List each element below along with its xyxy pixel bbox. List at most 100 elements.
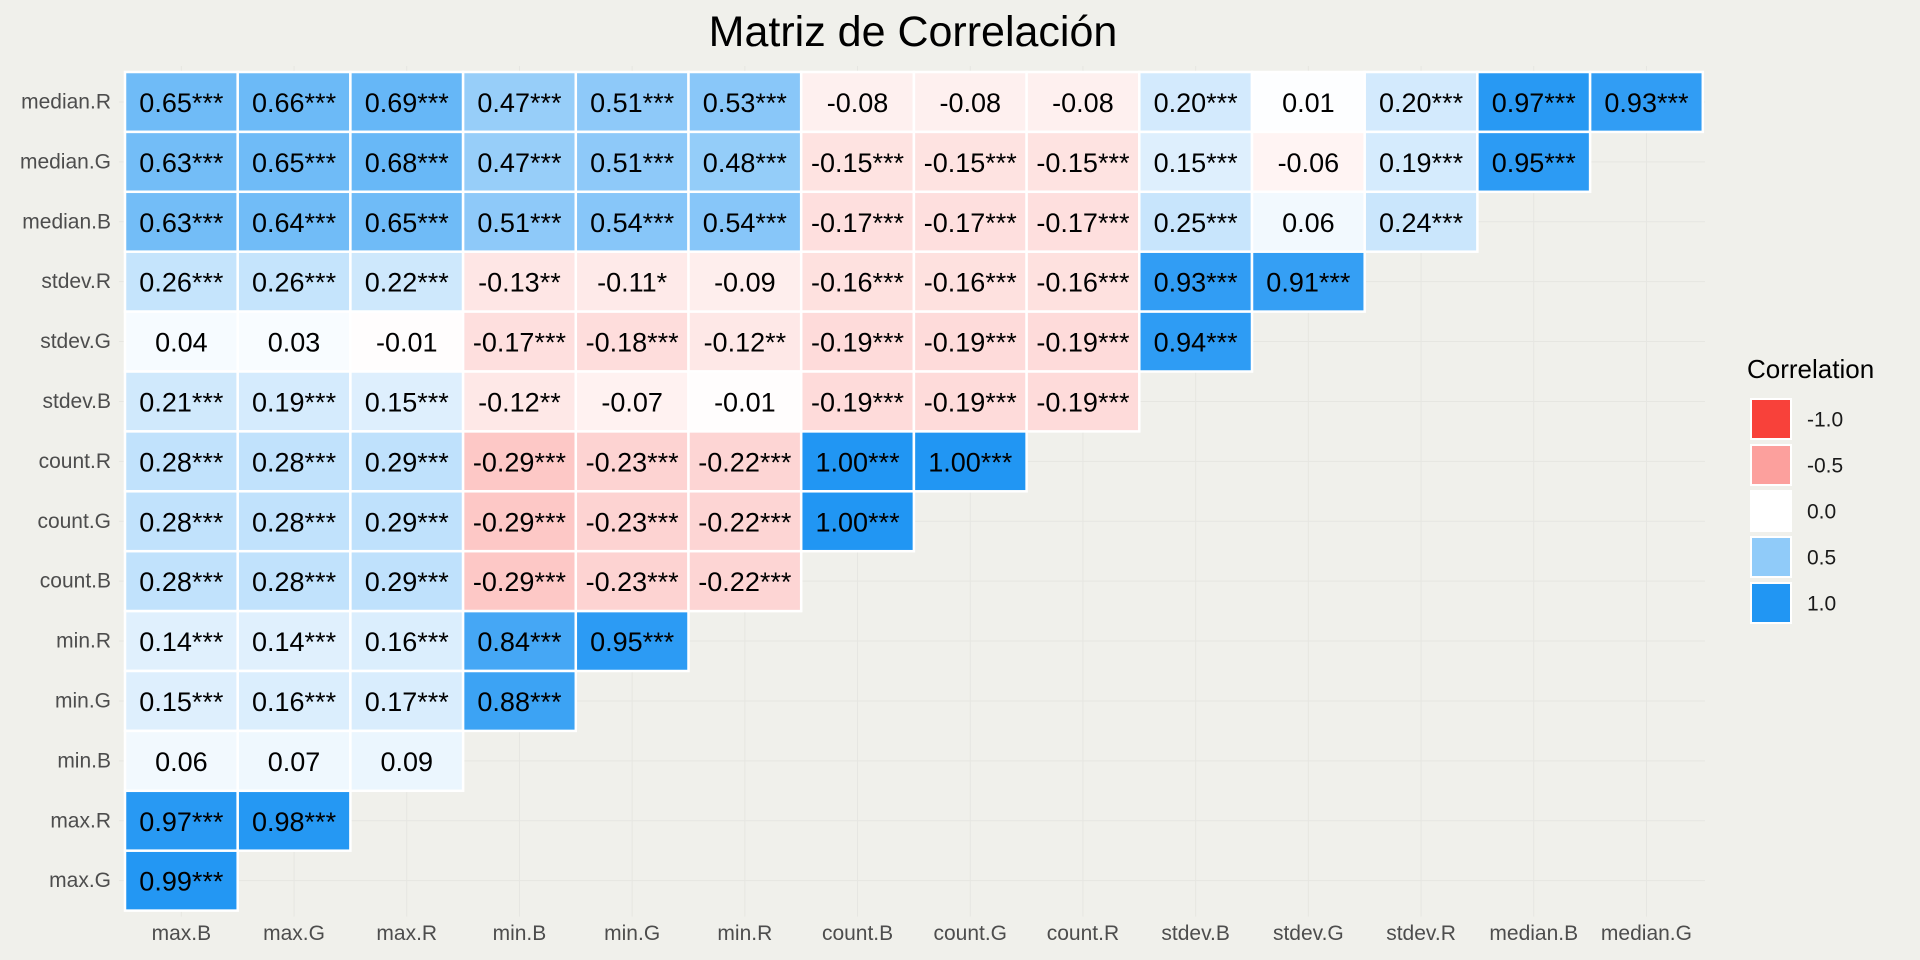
cell-label: 0.93*** [1604, 88, 1689, 118]
cell-label: 0.26*** [139, 268, 224, 298]
heatmap-cell-stdev.R-max.B [123, 250, 239, 313]
cell-label: -0.15*** [811, 148, 905, 178]
cell-label: 0.15*** [139, 687, 224, 717]
heatmap-cell-stdev.G-max.B [123, 310, 239, 373]
cell-label: 0.95*** [590, 627, 675, 657]
y-tick-label: stdev.B [43, 390, 111, 413]
cell-label: -0.01 [714, 387, 776, 417]
heatmap-cell-stdev.B-max.R [349, 370, 465, 433]
cell-label: 0.51*** [477, 208, 562, 238]
cell-label: 0.69*** [365, 88, 450, 118]
heatmap-cell-count.R-max.R [349, 430, 465, 493]
y-tick-label: median.G [20, 150, 111, 173]
heatmap-cell-stdev.B-count.R [1025, 370, 1141, 433]
heatmap-cell-count.B-min.G [574, 549, 690, 613]
x-tick-label: median.G [1601, 922, 1692, 945]
y-tick-label: median.R [21, 90, 111, 113]
legend-title: Correlation [1747, 354, 1874, 384]
cell-label: 1.00*** [816, 447, 901, 477]
cell-label: -0.18*** [586, 328, 680, 358]
cell-label: -0.15*** [924, 148, 1018, 178]
cell-label: -0.16*** [924, 268, 1018, 298]
heatmap-cell-stdev.G-min.B [461, 310, 578, 373]
heatmap-cell-median.G-max.B [123, 130, 239, 194]
heatmap-cell-median.R-stdev.G [1250, 70, 1366, 134]
cell-label: -0.23*** [586, 567, 680, 597]
heatmap-cell-median.G-min.B [461, 130, 578, 194]
x-tick-label: max.B [152, 922, 212, 945]
cell-label: 0.06 [1282, 208, 1335, 238]
cell-label: 0.16*** [365, 627, 450, 657]
cell-label: 0.07 [268, 747, 321, 777]
heatmap-cell-min.B-max.R [349, 729, 465, 793]
cell-label: -0.08 [939, 88, 1001, 118]
cell-label: 0.98*** [252, 807, 337, 837]
heatmap-cells: 0.65*** 0.66*** 0.69*** 0.47*** 0.51*** 0.53*… [123, 70, 1705, 912]
heatmap-cell-min.G-min.B [461, 669, 578, 733]
cell-label: -0.29*** [473, 567, 567, 597]
heatmap-cell-median.B-max.R [349, 190, 465, 253]
cell-label: -0.13** [478, 268, 561, 298]
cell-label: -0.19*** [811, 328, 905, 358]
cell-label: -0.29*** [473, 507, 567, 537]
x-tick-label: count.B [822, 922, 893, 945]
cell-label: 0.64*** [252, 208, 337, 238]
cell-label: 0.97*** [1492, 88, 1577, 118]
heatmap-cell-median.G-median.B [1476, 130, 1592, 194]
heatmap-cell-median.B-stdev.G [1250, 190, 1366, 253]
heatmap-cell-stdev.B-max.B [123, 370, 239, 433]
x-tick-label: count.R [1047, 922, 1119, 945]
cell-label: -0.17*** [1036, 208, 1130, 238]
heatmap-cell-stdev.R-stdev.B [1138, 250, 1254, 313]
y-tick-label: max.R [50, 809, 111, 832]
x-tick-label: count.G [933, 922, 1007, 945]
heatmap-cell-median.G-stdev.B [1138, 130, 1254, 194]
heatmap-cell-stdev.G-count.R [1025, 310, 1141, 373]
cell-label: 0.15*** [1154, 148, 1239, 178]
cell-label: -0.29*** [473, 447, 567, 477]
cell-label: -0.19*** [1036, 387, 1130, 417]
cell-label: 0.28*** [252, 447, 337, 477]
x-tick-label: max.R [376, 922, 437, 945]
y-tick-label: min.G [55, 689, 111, 712]
cell-label: 0.47*** [477, 148, 562, 178]
cell-label: 0.95*** [1492, 148, 1577, 178]
cell-label: -0.09 [714, 268, 776, 298]
x-tick-label: median.B [1489, 922, 1578, 945]
cell-label: 0.63*** [139, 148, 224, 178]
heatmap-cell-median.R-median.G [1588, 70, 1705, 134]
cell-label: 0.28*** [139, 507, 224, 537]
cell-label: 0.03 [268, 328, 321, 358]
cell-label: 0.84*** [477, 627, 562, 657]
legend-key [1750, 582, 1792, 624]
cell-label: 0.26*** [252, 268, 337, 298]
cell-label: 0.28*** [139, 567, 224, 597]
legend-label: 0.5 [1807, 547, 1836, 570]
cell-label: 0.51*** [590, 148, 675, 178]
cell-label: 0.28*** [252, 507, 337, 537]
heatmap-cell-count.G-min.B [461, 490, 578, 553]
x-tick-label: min.B [493, 922, 547, 945]
heatmap-cell-max.R-max.G [236, 789, 352, 852]
heatmap-cell-median.G-count.B [799, 130, 916, 194]
heatmap-cell-median.G-stdev.G [1250, 130, 1366, 194]
heatmap-cell-median.B-stdev.R [1363, 190, 1479, 253]
heatmap-cell-median.B-max.G [236, 190, 352, 253]
heatmap-cell-median.R-count.R [1025, 70, 1141, 134]
cell-label: 0.01 [1282, 88, 1335, 118]
heatmap-cell-median.R-min.R [687, 70, 803, 134]
y-tick-label: count.R [39, 450, 111, 473]
cell-label: -0.17*** [473, 328, 567, 358]
x-tick-label: max.G [263, 922, 325, 945]
cell-label: -0.16*** [1036, 268, 1130, 298]
heatmap-cell-stdev.B-max.G [236, 370, 352, 433]
cell-label: 0.54*** [590, 208, 675, 238]
cell-label: 0.25*** [1154, 208, 1239, 238]
heatmap-cell-median.G-max.R [349, 130, 465, 194]
cell-label: 0.19*** [1379, 148, 1464, 178]
heatmap-cell-stdev.R-max.R [349, 250, 465, 313]
heatmap-cell-median.G-max.G [236, 130, 352, 194]
cell-label: -0.19*** [811, 387, 905, 417]
cell-label: -0.12** [478, 387, 561, 417]
y-tick-label: min.B [57, 749, 111, 772]
